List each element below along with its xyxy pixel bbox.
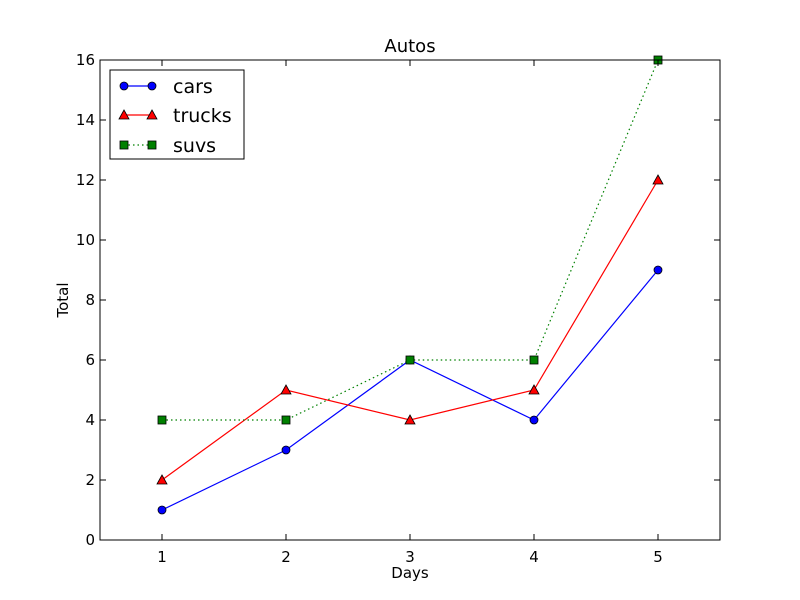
data-point-cars-4 (529, 415, 539, 425)
data-point-cars-2 (281, 445, 291, 455)
x-tick-label-4: 4 (529, 548, 539, 566)
legend: cars trucks suvs (109, 69, 245, 160)
legend-marker-cars (119, 81, 129, 91)
y-axis-label: Total (54, 282, 72, 318)
legend-marker-suvs-end (147, 140, 157, 150)
x-tick-label-1: 1 (157, 548, 167, 566)
data-point-suvs-3 (405, 355, 415, 365)
x-tick-label-2: 2 (281, 548, 291, 566)
y-tick-label-0: 0 (85, 531, 95, 549)
y-tick-label-6: 6 (85, 351, 95, 369)
legend-label-cars: cars (173, 76, 213, 98)
data-point-cars-5 (653, 265, 663, 275)
data-point-trucks-3 (404, 414, 416, 425)
y-tick-label-4: 4 (85, 411, 95, 429)
y-tick-label-12: 12 (76, 171, 95, 189)
data-point-trucks-4 (528, 384, 540, 395)
legend-marker-suvs (119, 140, 129, 150)
x-axis-label: Days (391, 564, 429, 582)
legend-label-trucks: trucks (173, 105, 232, 127)
y-tick-label-10: 10 (76, 231, 95, 249)
chart-title: Autos (384, 36, 435, 57)
data-point-suvs-2 (281, 415, 291, 425)
legend-entry-suvs: suvs (119, 135, 216, 157)
x-tick-label-3: 3 (405, 548, 415, 566)
legend-entry-trucks: trucks (118, 105, 232, 127)
y-tick-label-2: 2 (85, 471, 95, 489)
data-point-suvs-4 (529, 355, 539, 365)
legend-marker-trucks (118, 109, 130, 120)
data-point-trucks-1 (156, 474, 168, 485)
x-tick-label-5: 5 (653, 548, 663, 566)
plot-area-frame (99, 59, 721, 541)
y-tick-label-16: 16 (76, 51, 95, 69)
legend-entry-cars: cars (119, 76, 213, 98)
legend-marker-cars-end (147, 81, 157, 91)
y-tick-label-8: 8 (85, 291, 95, 309)
legend-label-suvs: suvs (173, 135, 216, 157)
data-point-trucks-2 (280, 384, 292, 395)
data-point-cars-1 (157, 505, 167, 515)
legend-marker-trucks-end (146, 109, 158, 120)
series-layer (156, 55, 664, 515)
data-point-suvs-1 (157, 415, 167, 425)
y-tick-label-14: 14 (76, 111, 95, 129)
data-point-trucks-5 (652, 174, 664, 185)
